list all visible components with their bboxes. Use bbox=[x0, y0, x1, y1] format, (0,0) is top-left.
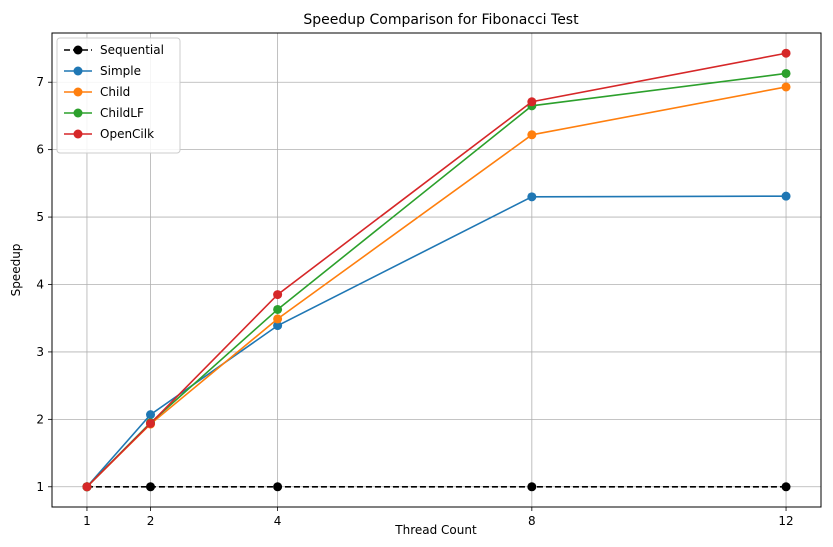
x-tick-label: 1 bbox=[83, 514, 91, 528]
data-point bbox=[781, 191, 791, 201]
data-point bbox=[273, 290, 283, 300]
y-axis: 1 2 3 4 5 6 7 bbox=[36, 75, 52, 494]
legend-swatch-marker bbox=[73, 129, 83, 139]
x-axis: 1 2 4 8 12 bbox=[83, 507, 794, 528]
legend-label: ChildLF bbox=[100, 106, 144, 120]
data-point bbox=[273, 314, 283, 324]
legend-item: Sequential bbox=[64, 43, 164, 57]
data-point bbox=[781, 482, 791, 492]
y-tick-label: 3 bbox=[36, 345, 44, 359]
y-tick-label: 2 bbox=[36, 412, 44, 426]
x-axis-label: Thread Count bbox=[394, 523, 477, 537]
legend-label: Simple bbox=[100, 64, 141, 78]
data-point bbox=[146, 418, 156, 428]
x-tick-label: 4 bbox=[274, 514, 282, 528]
series-opencilk bbox=[82, 48, 791, 492]
y-tick-label: 4 bbox=[36, 277, 44, 291]
legend-label: Sequential bbox=[100, 43, 164, 57]
legend-label: OpenCilk bbox=[100, 127, 154, 141]
legend-label: Child bbox=[100, 85, 130, 99]
data-point bbox=[527, 192, 537, 202]
data-point bbox=[781, 82, 791, 92]
legend-swatch-marker bbox=[73, 66, 83, 76]
chart-title: Speedup Comparison for Fibonacci Test bbox=[303, 12, 579, 28]
legend-item: OpenCilk bbox=[64, 127, 154, 141]
y-tick-label: 1 bbox=[36, 480, 44, 494]
legend: Sequential Simple Child ChildLF OpenCilk bbox=[56, 37, 181, 154]
data-point bbox=[273, 304, 283, 314]
series-layer bbox=[82, 48, 791, 492]
y-axis-label: Speedup bbox=[9, 244, 23, 297]
data-point bbox=[146, 482, 156, 492]
data-point bbox=[146, 410, 156, 420]
data-point bbox=[273, 482, 283, 492]
y-tick-label: 6 bbox=[36, 143, 44, 157]
plot-frame bbox=[51, 32, 822, 508]
data-point bbox=[82, 482, 92, 492]
legend-swatch-marker bbox=[73, 45, 83, 55]
data-point bbox=[527, 130, 537, 140]
grid bbox=[52, 33, 821, 507]
legend-swatch-marker bbox=[73, 87, 83, 97]
legend-item: Child bbox=[64, 85, 130, 99]
y-tick-label: 7 bbox=[36, 75, 44, 89]
legend-box bbox=[56, 37, 181, 154]
legend-item: ChildLF bbox=[64, 106, 144, 120]
data-point bbox=[781, 48, 791, 58]
data-point bbox=[527, 97, 537, 107]
x-tick-label: 2 bbox=[147, 514, 155, 528]
legend-swatch-marker bbox=[73, 108, 83, 118]
y-tick-label: 5 bbox=[36, 210, 44, 224]
data-point bbox=[527, 482, 537, 492]
data-point bbox=[273, 321, 283, 331]
x-tick-label: 8 bbox=[528, 514, 536, 528]
legend-item: Simple bbox=[64, 64, 141, 78]
x-tick-label: 12 bbox=[778, 514, 793, 528]
data-point bbox=[781, 68, 791, 78]
